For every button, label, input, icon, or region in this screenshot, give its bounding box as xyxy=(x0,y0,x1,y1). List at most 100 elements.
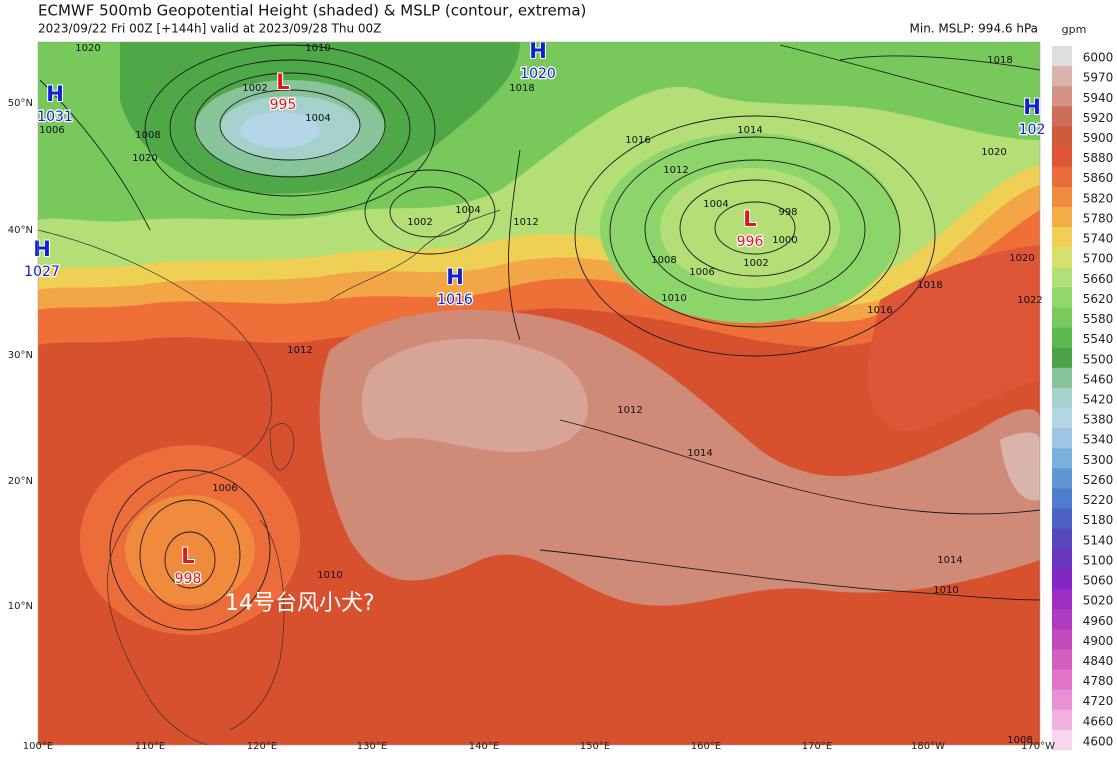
contour-label: 1020 xyxy=(1009,253,1034,264)
contour-label: 1022 xyxy=(1017,295,1042,306)
colorbar-label: 5820 xyxy=(1083,191,1114,205)
center-symbol: L xyxy=(181,544,194,568)
lat-label: 50°N xyxy=(8,98,33,109)
lon-label: 140°E xyxy=(469,741,499,752)
colorbar-swatch xyxy=(1052,689,1072,711)
center-symbol: H xyxy=(33,237,51,261)
contour-label: 1008 xyxy=(1007,735,1032,746)
colorbar-unit: gpm xyxy=(1062,23,1087,36)
colorbar-swatch xyxy=(1052,468,1072,490)
contour-label: 1020 xyxy=(75,43,100,54)
contour-label: 1006 xyxy=(689,267,714,278)
colorbar-label: 5860 xyxy=(1083,171,1114,185)
colorbar-label: 5970 xyxy=(1083,71,1114,85)
contour-label: 1014 xyxy=(687,448,712,459)
colorbar-swatch xyxy=(1052,387,1072,409)
colorbar-label: 4840 xyxy=(1083,654,1114,668)
contour-label: 1012 xyxy=(663,165,688,176)
colorbar-swatch xyxy=(1052,186,1072,208)
colorbar-label: 5420 xyxy=(1083,393,1114,407)
colorbar-swatch xyxy=(1052,46,1072,67)
contour-label: 1004 xyxy=(455,205,480,216)
center-value: 1016 xyxy=(437,292,473,308)
colorbar-label: 4660 xyxy=(1083,714,1114,728)
colorbar-swatch xyxy=(1052,488,1072,510)
contour-label: 1008 xyxy=(651,255,676,266)
colorbar-label: 5900 xyxy=(1083,131,1114,145)
pressure-centers: H 1031 L 995 H 1020 H 1027 H 1016 L 996 H 102 L 998 xyxy=(23,38,1047,588)
lat-label: 30°N xyxy=(8,350,33,361)
lon-label: 180°W xyxy=(911,741,945,752)
colorbar-swatch xyxy=(1052,307,1072,329)
isobars xyxy=(39,44,1040,631)
title: ECMWF 500mb Geopotential Height (shaded)… xyxy=(38,2,586,20)
colorbar-label: 5060 xyxy=(1083,574,1114,588)
lon-label: 170°W xyxy=(1021,741,1055,752)
colorbar-swatch xyxy=(1052,508,1072,530)
contour-label: 1006 xyxy=(212,483,237,494)
center-value: 998 xyxy=(175,571,202,587)
lat-label: 10°N xyxy=(8,601,33,612)
min-mslp: Min. MSLP: 994.6 hPa xyxy=(910,22,1039,36)
colorbar-label: 5920 xyxy=(1083,111,1114,125)
colorbar-label: 4960 xyxy=(1083,614,1114,628)
lat-label: 20°N xyxy=(8,476,33,487)
colorbar: 6000 5970 5940 5920 5900 5880 5860 5820 5780 5740… xyxy=(1052,46,1113,751)
colorbar-swatch xyxy=(1052,66,1072,87)
lon-label: 110°E xyxy=(135,741,165,752)
contour-label: 1010 xyxy=(933,585,958,596)
colorbar-label: 5620 xyxy=(1083,292,1114,306)
contour-label: 1002 xyxy=(407,217,432,228)
colorbar-label: 5940 xyxy=(1083,91,1114,105)
colorbar-swatch xyxy=(1052,428,1072,449)
annotation: 14号台风小犬? xyxy=(225,591,375,616)
colorbar-swatch xyxy=(1052,568,1072,590)
lon-label: 100°E xyxy=(23,741,53,752)
colorbar-label: 5020 xyxy=(1083,594,1114,608)
contour-label: 1010 xyxy=(661,293,686,304)
colorbar-swatch xyxy=(1052,206,1072,228)
contour-label: 1006 xyxy=(39,125,64,136)
colorbar-label: 5780 xyxy=(1083,211,1114,225)
contour-label: 998 xyxy=(778,207,797,218)
colorbar-swatch xyxy=(1052,86,1072,107)
colorbar-label: 4780 xyxy=(1083,674,1114,688)
subtitle: 2023/09/22 Fri 00Z [+144h] valid at 2023… xyxy=(38,22,381,36)
colorbar-label: 5380 xyxy=(1083,413,1114,427)
colorbar-swatch xyxy=(1052,729,1072,751)
contour-label: 1020 xyxy=(132,153,157,164)
colorbar-swatch xyxy=(1052,609,1072,630)
center-value: 995 xyxy=(270,97,297,113)
contour-label: 1020 xyxy=(981,147,1006,158)
colorbar-swatch xyxy=(1052,448,1072,469)
contour-label: 1014 xyxy=(937,555,962,566)
center-symbol: H xyxy=(46,82,64,106)
lon-label: 170°E xyxy=(802,741,832,752)
contour-label: 1008 xyxy=(135,130,160,141)
colorbar-label: 4720 xyxy=(1083,694,1114,708)
lon-label: 160°E xyxy=(691,741,721,752)
colorbar-label: 5580 xyxy=(1083,312,1114,326)
colorbar-swatch xyxy=(1052,327,1072,349)
contour-label: 1018 xyxy=(509,83,534,94)
colorbar-label: 6000 xyxy=(1083,51,1114,65)
colorbar-swatch xyxy=(1052,629,1072,650)
contour-label: 1000 xyxy=(772,235,797,246)
contour-label: 1016 xyxy=(625,135,650,146)
center-symbol: H xyxy=(529,39,547,63)
colorbar-swatch xyxy=(1052,589,1072,610)
contour-label: 1012 xyxy=(617,405,642,416)
center-value: 1031 xyxy=(37,109,73,125)
colorbar-label: 5460 xyxy=(1083,372,1114,386)
contour-label: 1004 xyxy=(703,199,728,210)
center-symbol: L xyxy=(276,70,289,94)
colorbar-label: 5700 xyxy=(1083,252,1114,266)
colorbar-label: 5300 xyxy=(1083,453,1114,467)
colorbar-swatch xyxy=(1052,408,1072,429)
contour-label: 1012 xyxy=(513,217,538,228)
colorbar-label: 5340 xyxy=(1083,433,1114,447)
colorbar-label: 5140 xyxy=(1083,533,1114,547)
contour-label: 1004 xyxy=(305,113,330,124)
